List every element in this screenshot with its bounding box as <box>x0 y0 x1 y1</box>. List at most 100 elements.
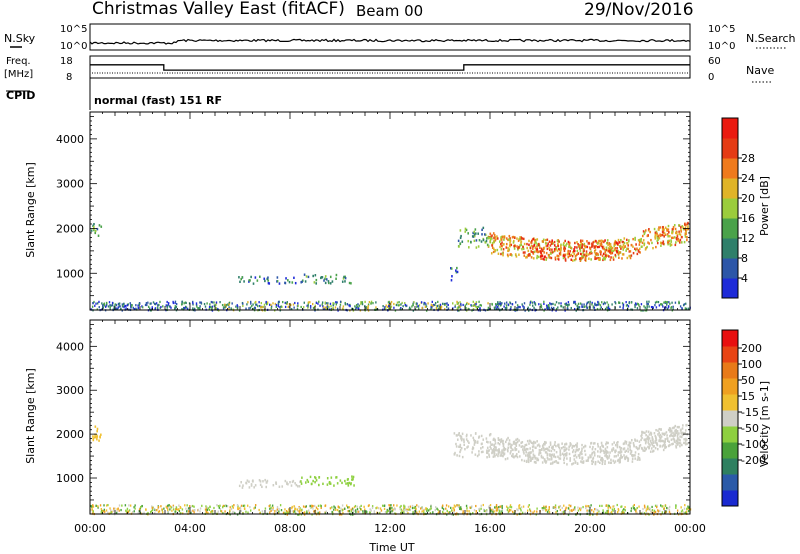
power-cell <box>529 254 531 257</box>
power-cell <box>302 306 305 309</box>
power-cell <box>332 304 334 307</box>
velocity-cell <box>616 511 619 514</box>
velocity-cell <box>143 511 145 514</box>
power-cell <box>630 301 633 304</box>
velocity-cell <box>141 504 143 508</box>
velocity-cell <box>105 509 108 512</box>
velocity-cell <box>680 506 682 509</box>
power-cell <box>503 236 506 239</box>
velocity-cell <box>538 443 540 446</box>
nsky-trace <box>89 38 691 45</box>
velocity-cell <box>512 455 514 459</box>
velocity-cell <box>394 508 396 511</box>
freq-step-line <box>90 64 690 71</box>
velocity-cell <box>262 480 264 483</box>
power-cell <box>264 279 266 283</box>
power-cell <box>341 280 344 283</box>
power-cell <box>365 306 368 309</box>
velocity-cell <box>488 506 490 509</box>
power-cell <box>423 303 425 306</box>
velocity-cell <box>520 509 522 512</box>
power-cell <box>529 308 531 311</box>
velocity-cell <box>348 506 351 509</box>
power-cell <box>354 305 356 308</box>
velocity-cell <box>513 456 515 459</box>
power-cell <box>536 238 539 241</box>
power-cell <box>661 228 664 231</box>
power-cell <box>331 308 334 311</box>
power-cell <box>614 239 617 243</box>
velocity-cell <box>461 455 464 459</box>
power-cell <box>467 239 470 243</box>
velocity-cell <box>459 507 461 511</box>
beam-label: Beam 00 <box>356 2 423 20</box>
velocity-cell <box>399 506 401 509</box>
velocity-cell <box>564 452 566 456</box>
velocity-cell <box>475 504 477 508</box>
power-cell <box>596 242 599 245</box>
power-cell <box>261 305 263 309</box>
power-cell <box>626 256 629 260</box>
velocity-cell <box>493 437 495 441</box>
velocity-cell <box>241 486 244 489</box>
velocity-cell <box>207 511 209 515</box>
power-cell <box>462 303 464 307</box>
velocity-colorbar-swatch <box>722 474 738 491</box>
velocity-cell <box>90 504 92 508</box>
velocity-cell <box>494 442 497 445</box>
power-cell <box>586 306 588 310</box>
velocity-cell <box>352 475 355 479</box>
velocity-cell <box>559 454 562 457</box>
velocity-cell <box>651 505 653 509</box>
power-cell <box>679 233 682 236</box>
power-cell <box>259 306 262 309</box>
power-cell <box>527 306 529 309</box>
velocity-cell <box>229 506 231 509</box>
power-cell <box>629 250 632 253</box>
power-cell <box>324 275 327 278</box>
velocity-cell <box>170 506 173 509</box>
power-cell <box>109 306 111 309</box>
velocity-cell <box>389 511 392 514</box>
velocity-cell <box>96 435 99 438</box>
velocity-cell <box>552 506 555 509</box>
velocity-cell <box>100 511 103 514</box>
velocity-cell <box>489 504 492 507</box>
velocity-cell <box>632 441 635 445</box>
power-cell <box>368 300 371 304</box>
velocity-cell <box>206 508 208 511</box>
velocity-cell <box>125 509 127 512</box>
velocity-cell <box>302 505 305 508</box>
power-cell <box>614 248 616 252</box>
velocity-cell <box>338 506 341 509</box>
power-cell <box>621 245 624 249</box>
velocity-cell <box>447 511 450 514</box>
power-cell <box>375 306 377 309</box>
velocity-cell <box>441 504 444 507</box>
velocity-cell <box>421 507 424 510</box>
velocity-cell <box>591 451 594 455</box>
velocity-cell <box>354 504 357 508</box>
velocity-cell <box>490 512 493 515</box>
power-cell <box>488 308 490 311</box>
freq-label: Freq. <box>6 56 31 67</box>
power-cell <box>567 251 569 254</box>
velocity-cell <box>532 453 535 456</box>
velocity-cell <box>659 509 661 512</box>
power-cell <box>671 301 673 304</box>
power-cell <box>678 301 680 305</box>
velocity-cell <box>533 440 535 444</box>
velocity-cell <box>312 479 314 483</box>
velocity-cell <box>466 433 468 437</box>
power-cell <box>558 252 561 255</box>
velocity-cell <box>523 452 525 455</box>
velocity-cell <box>468 441 470 444</box>
velocity-colorbar-tick: -15 <box>741 406 759 419</box>
velocity-cell <box>598 510 600 513</box>
power-cell <box>342 308 345 311</box>
velocity-cell <box>547 512 549 515</box>
velocity-cell <box>510 454 513 458</box>
power-cell <box>255 303 257 306</box>
velocity-cell <box>426 507 428 511</box>
power-cell <box>138 304 141 307</box>
